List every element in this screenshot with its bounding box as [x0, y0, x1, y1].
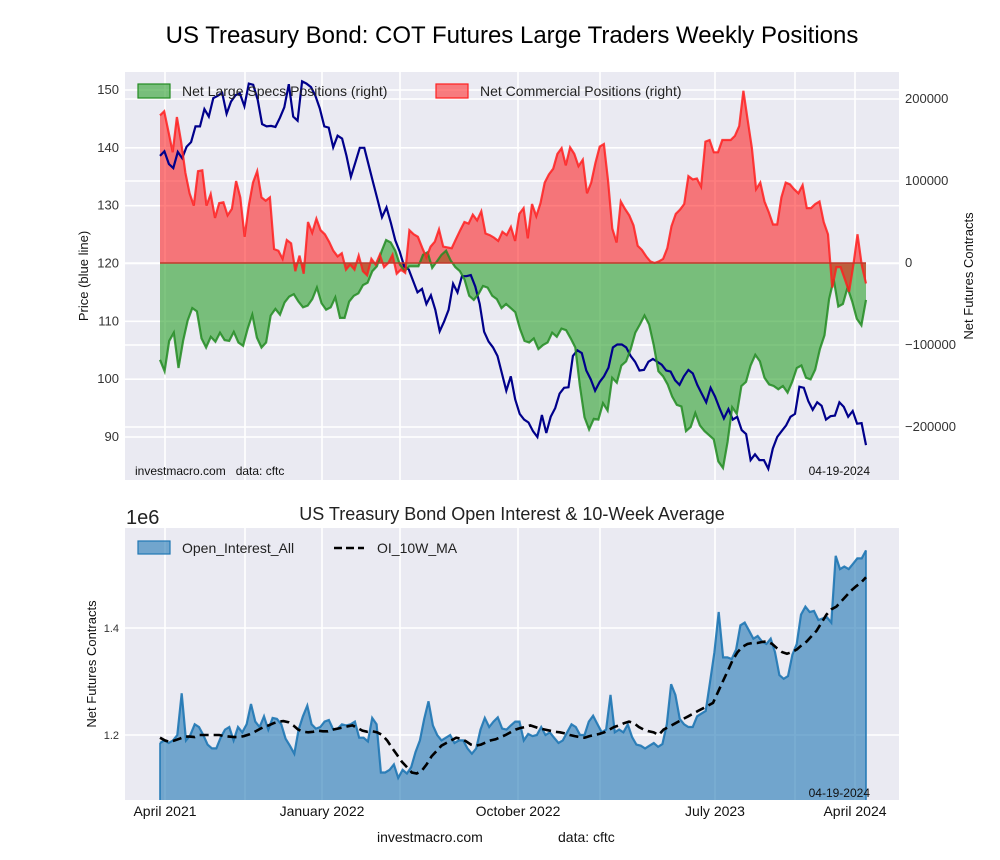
bottom-x-tick-label: April 2024	[823, 803, 886, 819]
top-left-tick-label: 150	[97, 82, 119, 97]
top-left-tick-label: 120	[97, 256, 119, 271]
top-legend: Net Large Specs Positions (right) Net Co…	[137, 83, 682, 99]
bottom-x-tick-label: April 2021	[133, 803, 196, 819]
specs-area	[160, 240, 866, 468]
bottom-legend: Open_Interest_All OI_10W_MA	[137, 540, 458, 556]
legend-label-open-interest: Open_Interest_All	[182, 540, 294, 556]
top-left-axis: 90 100 110 120 130 140 150	[97, 82, 119, 444]
top-left-tick-label: 110	[98, 313, 119, 328]
top-right-tick-label: 100000	[905, 173, 948, 188]
price-line	[159, 79, 868, 473]
top-panel: 90 100 110 120 130 140 150 −200000 −100000 0 1000…	[76, 72, 976, 480]
legend-swatch-commercial	[435, 83, 469, 99]
legend-label-ma: OI_10W_MA	[377, 540, 458, 556]
bottom-y-axis-label: Net Futures Contracts	[84, 600, 99, 728]
main-title: US Treasury Bond: COT Futures Large Trad…	[165, 22, 859, 49]
top-left-tick-label: 130	[97, 198, 119, 213]
top-left-tick-label: 140	[97, 140, 119, 155]
top-right-tick-label: −100000	[905, 337, 956, 352]
top-left-tick-label: 100	[97, 371, 119, 386]
legend-swatch-open-interest	[137, 540, 171, 555]
bottom-chart-title: US Treasury Bond Open Interest & 10-Week…	[299, 504, 725, 524]
top-left-tick-label: 90	[105, 429, 119, 444]
top-left-axis-label: Price (blue line)	[76, 231, 91, 321]
bottom-y-tick-label: 1.2	[104, 730, 119, 742]
bottom-date-label: 04-19-2024	[809, 786, 871, 800]
top-right-axis: −200000 −100000 0 100000 200000	[905, 91, 956, 434]
legend-swatch-specs	[137, 83, 171, 99]
top-right-axis-label: Net Futures Contracts	[961, 212, 976, 340]
bottom-series	[159, 549, 867, 800]
bottom-x-tick-label: October 2022	[476, 803, 561, 819]
open-interest-line	[159, 549, 867, 781]
bottom-y-tick-label: 1.4	[104, 623, 119, 635]
top-right-tick-label: −200000	[905, 419, 956, 434]
top-date-label: 04-19-2024	[809, 464, 871, 478]
footer-source: data: cftc	[558, 829, 615, 845]
bottom-panel: 1.2 1.4 April 2021 January 2022 October 202…	[84, 504, 899, 845]
bottom-x-tick-label: July 2023	[685, 803, 745, 819]
commercial-line	[159, 90, 868, 293]
bottom-y-axis: 1.2 1.4	[104, 623, 119, 742]
specs-line	[158, 238, 868, 471]
legend-label-specs: Net Large Specs Positions (right)	[182, 83, 387, 99]
footer-site: investmacro.com	[377, 829, 483, 845]
bottom-x-tick-label: January 2022	[280, 803, 365, 819]
bottom-scale-label: 1e6	[126, 507, 159, 529]
open-interest-area	[160, 550, 866, 800]
commercial-area	[160, 90, 866, 292]
top-right-tick-label: 200000	[905, 91, 948, 106]
ma-line	[159, 576, 867, 775]
top-right-tick-label: 0	[905, 255, 912, 270]
top-series	[158, 79, 868, 473]
bottom-x-axis: April 2021 January 2022 October 2022 July 2…	[133, 803, 886, 819]
top-watermark: investmacro.com data: cftc	[135, 464, 284, 478]
legend-label-commercial: Net Commercial Positions (right)	[480, 83, 682, 99]
